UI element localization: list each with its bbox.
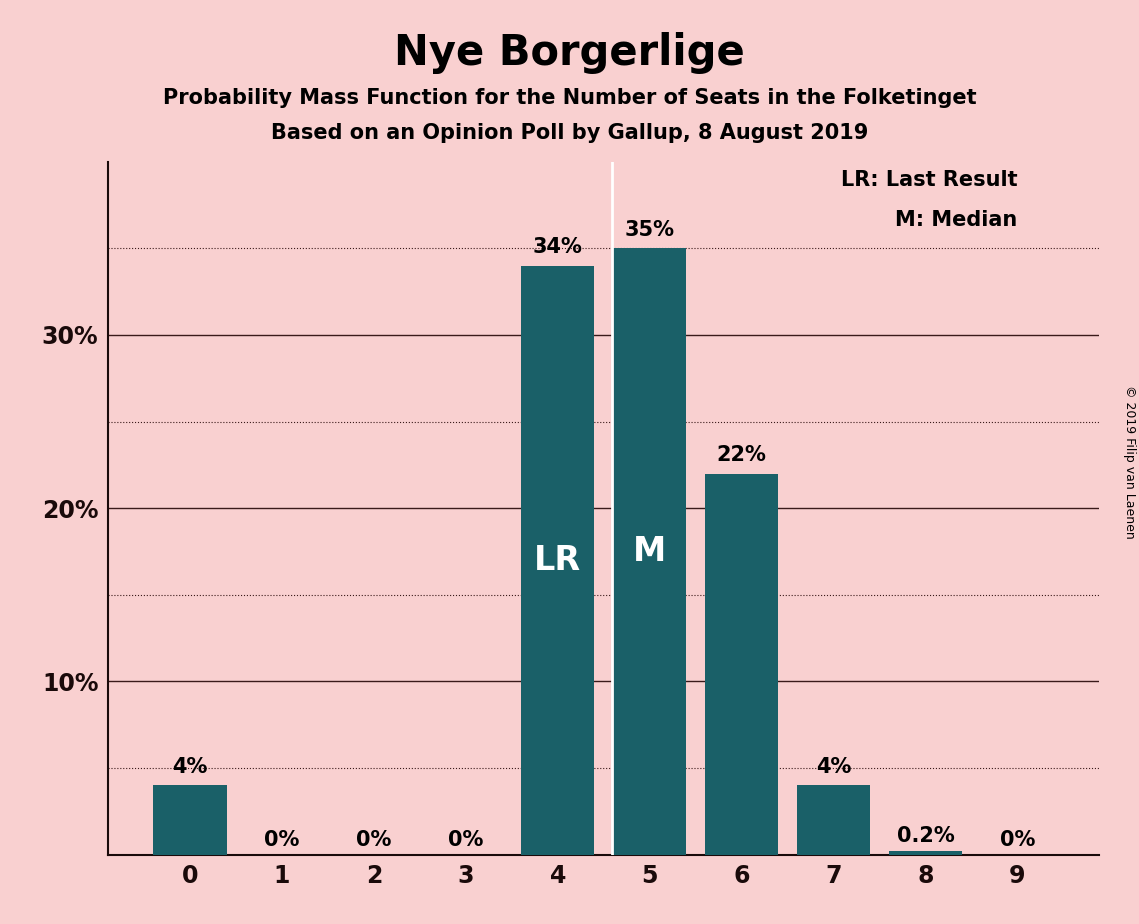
Text: © 2019 Filip van Laenen: © 2019 Filip van Laenen [1123, 385, 1137, 539]
Text: 0%: 0% [1000, 830, 1035, 849]
Text: 34%: 34% [533, 237, 583, 257]
Text: M: Median: M: Median [895, 211, 1017, 230]
Text: 0.2%: 0.2% [896, 826, 954, 846]
Bar [705, 474, 778, 855]
Text: 4%: 4% [816, 757, 851, 777]
Bar [796, 785, 870, 855]
Text: 0%: 0% [264, 830, 300, 849]
Bar [613, 249, 687, 855]
Text: Based on an Opinion Poll by Gallup, 8 August 2019: Based on an Opinion Poll by Gallup, 8 Au… [271, 123, 868, 143]
Text: 35%: 35% [624, 220, 674, 239]
Text: LR: Last Result: LR: Last Result [841, 170, 1017, 190]
Text: 0%: 0% [448, 830, 483, 849]
Text: Probability Mass Function for the Number of Seats in the Folketinget: Probability Mass Function for the Number… [163, 88, 976, 108]
Bar [521, 266, 595, 855]
Text: 22%: 22% [716, 444, 767, 465]
Bar [888, 851, 962, 855]
Bar [154, 785, 227, 855]
Text: 4%: 4% [172, 757, 207, 777]
Text: Nye Borgerlige: Nye Borgerlige [394, 32, 745, 74]
Text: 0%: 0% [357, 830, 392, 849]
Text: M: M [633, 535, 666, 568]
Text: LR: LR [534, 543, 581, 577]
